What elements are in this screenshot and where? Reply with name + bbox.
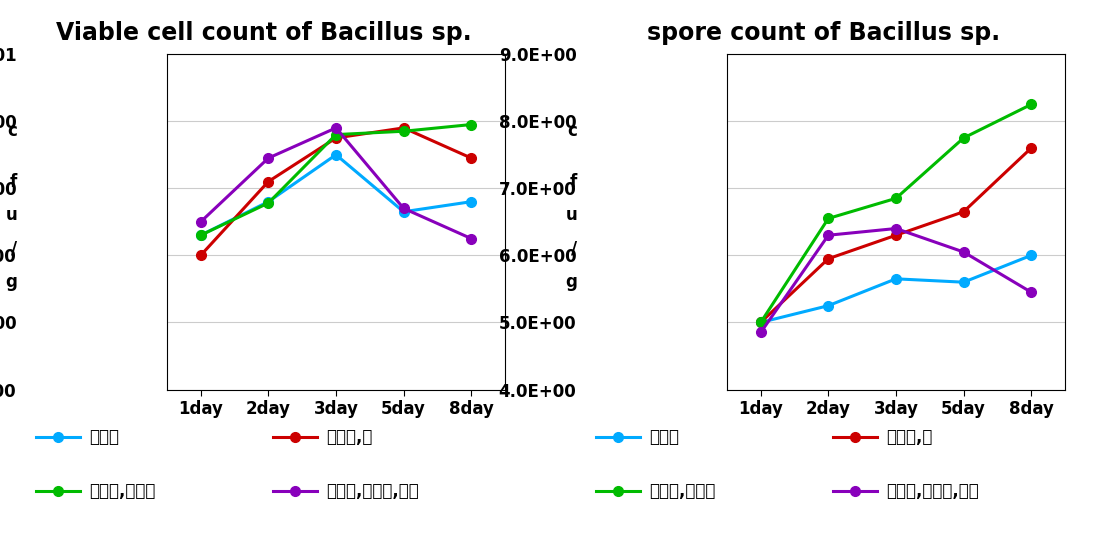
Text: 대두박,구명초: 대두박,구명초 [90,482,156,500]
Text: 대두박,염: 대두박,염 [886,428,932,446]
Text: f: f [570,173,578,190]
Text: u: u [5,206,18,224]
Text: /: / [571,240,578,258]
Title: spore count of Bacillus sp.: spore count of Bacillus sp. [647,21,1000,45]
Text: 대두박,구명초: 대두박,구명초 [650,482,716,500]
Text: u: u [565,206,578,224]
Text: 대두박,염: 대두박,염 [326,428,372,446]
Text: 대두박,구명초,지황: 대두박,구명초,지황 [886,482,979,500]
Text: 대두박: 대두박 [90,428,120,446]
Text: c: c [568,122,578,140]
Text: 대두박: 대두박 [650,428,680,446]
Text: c: c [8,122,18,140]
Text: /: / [11,240,18,258]
Text: f: f [10,173,18,190]
Title: Viable cell count of Bacillus sp.: Viable cell count of Bacillus sp. [56,21,471,45]
Text: g: g [5,273,18,291]
Text: 대두박,구명초,지황: 대두박,구명초,지황 [326,482,419,500]
Text: g: g [565,273,578,291]
